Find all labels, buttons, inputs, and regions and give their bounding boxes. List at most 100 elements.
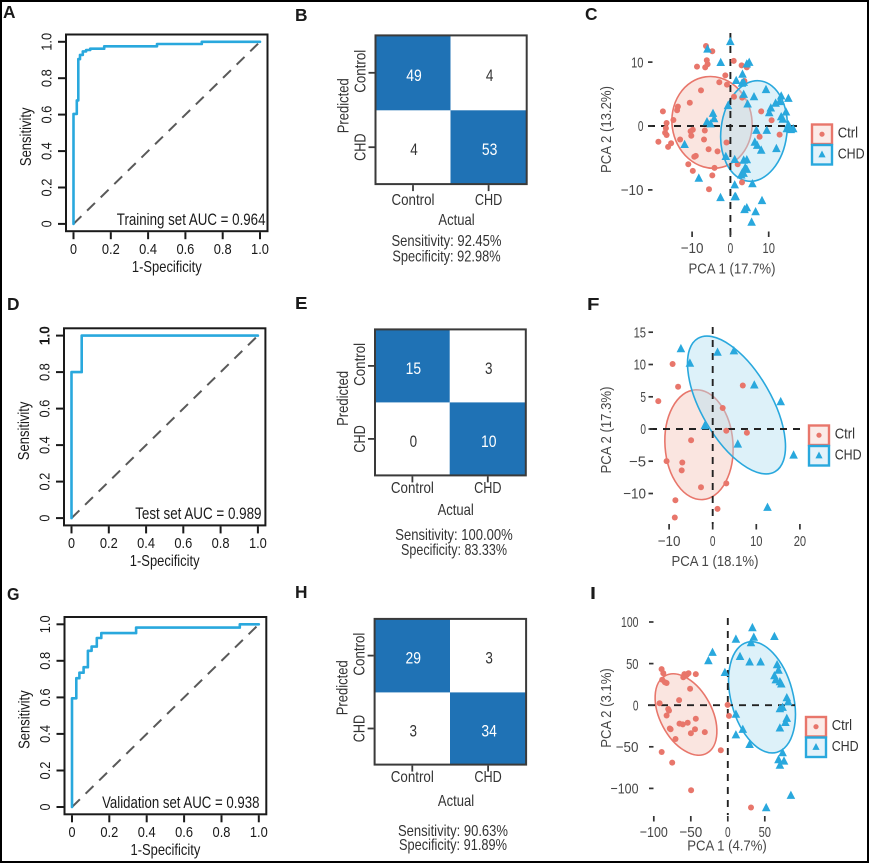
svg-text:4: 4: [410, 141, 418, 159]
svg-text:Ctrl: Ctrl: [838, 125, 858, 142]
svg-text:3: 3: [410, 723, 418, 741]
svg-text:Training set AUC = 0.964: Training set AUC = 0.964: [117, 211, 266, 229]
svg-text:4: 4: [486, 67, 494, 85]
svg-text:0.6: 0.6: [175, 824, 193, 841]
svg-text:Sensitivity: Sensitivity: [17, 690, 34, 749]
svg-text:53: 53: [482, 141, 498, 159]
svg-text:Specificity: 92.98%: Specificity: 92.98%: [392, 248, 500, 265]
svg-text:0.4: 0.4: [37, 725, 54, 743]
svg-text:−5: −5: [629, 453, 646, 470]
svg-text:0.8: 0.8: [37, 363, 54, 381]
svg-text:Validation set AUC = 0.938: Validation set AUC = 0.938: [102, 794, 259, 812]
svg-text:C: C: [585, 4, 598, 24]
svg-text:0: 0: [638, 118, 644, 135]
svg-text:0: 0: [68, 535, 75, 552]
svg-text:PCA 2 (3.1%): PCA 2 (3.1%): [598, 668, 615, 748]
svg-text:Actual: Actual: [438, 502, 474, 519]
svg-text:D: D: [7, 294, 20, 314]
svg-text:10: 10: [750, 533, 762, 550]
svg-text:−10: −10: [658, 533, 681, 550]
svg-text:20: 20: [794, 533, 806, 550]
svg-text:15: 15: [634, 324, 646, 341]
svg-text:H: H: [295, 582, 308, 602]
svg-text:Ctrl: Ctrl: [835, 426, 855, 443]
svg-text:Sensitivity: 90.63%: Sensitivity: 90.63%: [398, 823, 508, 840]
svg-text:PCA 1 (18.1%): PCA 1 (18.1%): [672, 553, 759, 570]
svg-text:CHD: CHD: [352, 425, 369, 452]
svg-text:0: 0: [70, 241, 77, 258]
svg-text:0: 0: [410, 433, 418, 451]
svg-text:CHD: CHD: [835, 446, 862, 463]
svg-text:−50: −50: [679, 824, 702, 841]
svg-text:PCA 1 (4.7%): PCA 1 (4.7%): [687, 838, 767, 855]
svg-text:Sensitivity: 100.00%: Sensitivity: 100.00%: [395, 527, 512, 544]
svg-text:0.6: 0.6: [174, 535, 192, 552]
svg-text:F: F: [587, 294, 600, 314]
svg-text:0.6: 0.6: [37, 400, 54, 418]
svg-text:0.8: 0.8: [213, 824, 231, 841]
svg-text:0.8: 0.8: [37, 652, 54, 670]
svg-text:−100: −100: [640, 824, 668, 841]
svg-text:0: 0: [37, 804, 54, 811]
svg-text:Predicted: Predicted: [335, 371, 352, 426]
svg-text:1.0: 1.0: [251, 241, 269, 258]
svg-text:Sensitivity: Sensitivity: [16, 402, 33, 461]
svg-text:CHD: CHD: [838, 145, 865, 162]
svg-text:−50: −50: [616, 739, 639, 756]
svg-text:A: A: [3, 2, 16, 22]
svg-text:1.0: 1.0: [39, 33, 56, 51]
svg-text:0.2: 0.2: [39, 179, 56, 197]
svg-text:0: 0: [69, 824, 76, 841]
svg-text:0.2: 0.2: [37, 473, 54, 491]
svg-text:B: B: [295, 5, 308, 25]
svg-text:49: 49: [406, 67, 422, 85]
svg-text:Ctrl: Ctrl: [832, 717, 852, 734]
svg-text:CHD: CHD: [475, 192, 502, 209]
svg-text:0: 0: [37, 515, 54, 522]
svg-text:0: 0: [640, 421, 646, 438]
svg-text:CHD: CHD: [474, 769, 501, 786]
svg-text:0.2: 0.2: [100, 824, 118, 841]
svg-text:PCA 2 (17.3%): PCA 2 (17.3%): [598, 387, 615, 474]
svg-text:0.4: 0.4: [138, 824, 156, 841]
svg-text:0.4: 0.4: [139, 241, 157, 258]
svg-text:1-Specificity: 1-Specificity: [131, 842, 201, 859]
svg-text:50: 50: [759, 824, 771, 841]
svg-text:10: 10: [631, 54, 643, 71]
svg-text:100: 100: [621, 614, 639, 631]
svg-text:E: E: [295, 293, 308, 313]
svg-text:0: 0: [39, 220, 56, 227]
svg-text:0.2: 0.2: [100, 535, 118, 552]
svg-text:0: 0: [710, 533, 716, 550]
svg-text:CHD: CHD: [474, 480, 501, 497]
svg-text:1.0: 1.0: [250, 824, 268, 841]
svg-text:Control: Control: [352, 633, 369, 676]
svg-text:34: 34: [481, 723, 497, 741]
svg-text:0: 0: [725, 824, 731, 841]
svg-text:Actual: Actual: [438, 793, 474, 810]
svg-text:0.6: 0.6: [37, 688, 54, 706]
svg-text:1-Specificity: 1-Specificity: [132, 259, 202, 276]
svg-text:Sensitivity: 92.45%: Sensitivity: 92.45%: [392, 233, 502, 250]
svg-text:29: 29: [406, 650, 422, 668]
svg-text:15: 15: [406, 360, 422, 378]
svg-text:0.6: 0.6: [39, 106, 56, 124]
svg-text:CHD: CHD: [352, 715, 369, 742]
svg-text:G: G: [7, 584, 20, 604]
svg-text:50: 50: [626, 656, 638, 673]
svg-text:Specificity: 91.89%: Specificity: 91.89%: [399, 837, 507, 854]
svg-text:10: 10: [634, 357, 646, 374]
svg-text:0.4: 0.4: [39, 142, 56, 160]
svg-text:0.8: 0.8: [212, 535, 230, 552]
svg-text:CHD: CHD: [353, 134, 370, 161]
svg-text:0.2: 0.2: [102, 241, 120, 258]
svg-text:1-Specificity: 1-Specificity: [130, 553, 200, 570]
svg-text:5: 5: [640, 389, 646, 406]
svg-text:0.4: 0.4: [137, 535, 155, 552]
svg-text:Predicted: Predicted: [335, 660, 352, 715]
svg-text:Predicted: Predicted: [336, 78, 353, 133]
svg-text:1.0: 1.0: [37, 615, 54, 633]
svg-text:−10: −10: [621, 182, 644, 199]
svg-text:3: 3: [485, 650, 493, 668]
svg-text:I: I: [590, 583, 596, 603]
